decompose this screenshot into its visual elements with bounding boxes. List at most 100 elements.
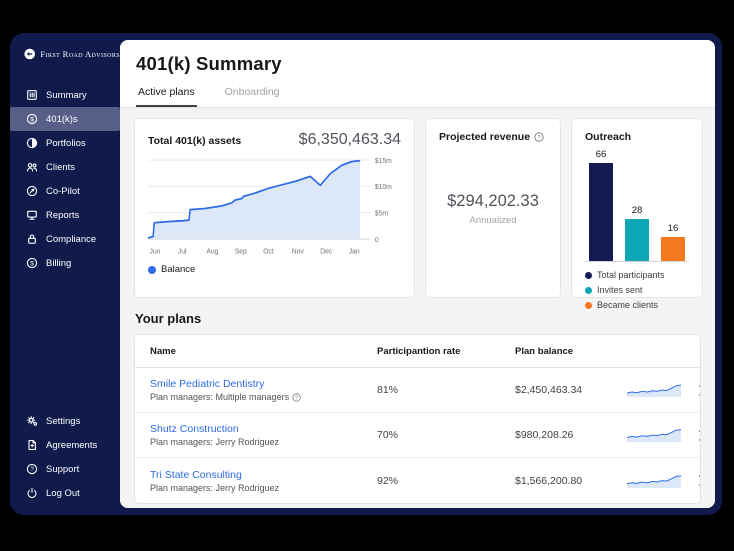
billing-icon: $ bbox=[26, 257, 38, 269]
participation-rate-value: 70% bbox=[377, 429, 399, 441]
sidebar-item-label: Billing bbox=[46, 257, 72, 269]
sidebar-item-log-out[interactable]: Log Out bbox=[10, 481, 120, 505]
sidebar-nav: Summary $401(k)s Portfolios Clients Co-Pilot… bbox=[10, 83, 120, 275]
column-header-plan-balance: Plan balance bbox=[515, 345, 574, 357]
svg-text:Nov: Nov bbox=[292, 246, 304, 256]
balance-legend-label: Balance bbox=[161, 264, 196, 275]
outreach-legend: Total participants Invites sent Became cli… bbox=[585, 270, 689, 310]
first-road-advisors-logo-icon bbox=[24, 48, 35, 60]
401ks-icon: $ bbox=[26, 113, 38, 125]
svg-text:Oct: Oct bbox=[263, 246, 274, 256]
legend-label: Invites sent bbox=[597, 285, 643, 295]
svg-text:Aug: Aug bbox=[206, 246, 218, 256]
sidebar-item-settings[interactable]: Settings bbox=[10, 409, 120, 433]
sidebar-item-label: Reports bbox=[46, 209, 80, 221]
legend-dot bbox=[585, 286, 592, 294]
plan-balance-value: $2,450,463.34 bbox=[515, 384, 583, 396]
svg-text:?: ? bbox=[295, 395, 298, 401]
outreach-bar-became-clients: 16 bbox=[661, 223, 685, 261]
portfolios-icon bbox=[26, 137, 38, 149]
sidebar-item-support[interactable]: ? Support bbox=[10, 457, 120, 481]
svg-text:0: 0 bbox=[375, 234, 379, 244]
your-plans-heading: Your plans bbox=[135, 311, 202, 326]
plan-balance-sparkline bbox=[627, 384, 681, 397]
plan-name-link[interactable]: Tri State Consulting bbox=[150, 468, 242, 481]
app-window: First Road Advisors Summary $401(k)s Portf… bbox=[10, 33, 722, 515]
tab-onboarding[interactable]: Onboarding bbox=[224, 86, 280, 98]
participation-rate-value: 81% bbox=[377, 384, 399, 396]
logout-icon bbox=[27, 488, 37, 499]
svg-text:Jul: Jul bbox=[178, 246, 187, 256]
projected-revenue-subtitle: Annualized bbox=[469, 215, 517, 226]
sidebar-item-agreements[interactable]: Agreements bbox=[10, 433, 120, 457]
projected-revenue-title: Projected revenue bbox=[439, 131, 531, 143]
bar-value-label: 28 bbox=[631, 205, 643, 216]
sidebar-item-label: Log Out bbox=[46, 487, 80, 499]
svg-text:Dec: Dec bbox=[320, 246, 332, 256]
plan-managers-text: Plan managers: Jerry Rodriguez bbox=[150, 482, 280, 493]
main-panel: 401(k) Summary Active plans Onboarding To… bbox=[120, 40, 715, 508]
sidebar-item-label: Clients bbox=[46, 161, 76, 173]
summary-cards-row: Total 401(k) assets $6,350,463.34 $15m $1… bbox=[134, 118, 703, 310]
plan-balance-value: $1,566,200.80 bbox=[515, 474, 583, 487]
total-assets-value: $6,350,463.34 bbox=[298, 131, 401, 148]
svg-text:?: ? bbox=[537, 135, 541, 141]
sidebar-footer-nav: Settings Agreements? Support Log Out bbox=[10, 409, 120, 505]
plans-table-header: Name Participantion rate Plan balance bbox=[135, 335, 700, 368]
legend-label: Became clients bbox=[597, 300, 659, 310]
outreach-card: Outreach 66 28 16 Total participants Invite… bbox=[571, 118, 703, 310]
copilot-icon bbox=[26, 185, 38, 197]
summary-icon bbox=[27, 90, 37, 100]
support-icon: ? bbox=[26, 463, 38, 475]
total-assets-title: Total 401(k) assets bbox=[148, 135, 242, 147]
plan-row-tri-state-consulting[interactable]: Tri State Consulting Plan managers: Jerr… bbox=[135, 458, 700, 503]
page-header: 401(k) Summary Active plans Onboarding bbox=[120, 40, 715, 108]
total-assets-card: Total 401(k) assets $6,350,463.34 $15m $1… bbox=[134, 118, 415, 298]
plans-table-card: Name Participantion rate Plan balance Sm… bbox=[134, 334, 701, 504]
balance-chart-svg: $15m $10m $5m 0 Jun Jul Aug Sep Oct Nov Dec Jan bbox=[148, 155, 392, 256]
plan-managers-text: Plan managers: Jerry Rodriguez bbox=[150, 437, 280, 447]
sidebar-item-billing[interactable]: $ Billing bbox=[10, 251, 120, 275]
svg-text:$: $ bbox=[30, 116, 34, 123]
sidebar-item-summary[interactable]: Summary bbox=[10, 83, 120, 107]
bar-value-label: 66 bbox=[595, 149, 607, 160]
participation-rate-value: 92% bbox=[377, 474, 399, 487]
legend-label: Total participants bbox=[597, 270, 665, 280]
balance-area-chart: $15m $10m $5m 0 Jun Jul Aug Sep Oct Nov Dec Jan bbox=[148, 153, 401, 259]
chevron-right-icon[interactable] bbox=[699, 384, 701, 396]
plan-row-smile-pediatric-dentistry[interactable]: Smile Pediatric Dentistry Plan managers:… bbox=[135, 368, 700, 413]
question-circle-icon[interactable]: ? bbox=[534, 132, 544, 142]
plan-name-cell: Tri State Consulting Plan managers: Jerr… bbox=[150, 469, 377, 493]
bar-rect bbox=[661, 237, 685, 261]
column-header-name: Name bbox=[150, 345, 176, 357]
projected-revenue-value: $294,202.33 bbox=[447, 192, 539, 210]
chevron-right-icon[interactable] bbox=[699, 475, 701, 486]
column-header-participation-rate: Participantion rate bbox=[377, 345, 461, 357]
svg-text:Jun: Jun bbox=[149, 246, 160, 256]
sidebar-item-label: Support bbox=[46, 463, 80, 475]
question-circle-icon[interactable]: ? bbox=[292, 392, 301, 402]
tab-bar: Active plans Onboarding bbox=[136, 86, 699, 107]
plan-balance-value: $980,208.26 bbox=[515, 429, 574, 441]
outreach-legend-item-invites-sent: Invites sent bbox=[585, 285, 689, 295]
tab-active-plans[interactable]: Active plans bbox=[136, 86, 197, 107]
sidebar-item-401-k-s[interactable]: $401(k)s bbox=[10, 107, 120, 131]
sidebar-item-co-pilot[interactable]: Co-Pilot bbox=[10, 179, 120, 203]
plan-name-link[interactable]: Smile Pediatric Dentistry bbox=[150, 378, 265, 390]
plan-row-shutz-construction[interactable]: Shutz Construction Plan managers: Jerry … bbox=[135, 413, 700, 458]
projected-revenue-card: Projected revenue ? $294,202.33 Annualiz… bbox=[425, 118, 561, 298]
plan-name-link[interactable]: Shutz Construction bbox=[150, 423, 239, 435]
svg-text:$15m: $15m bbox=[375, 155, 392, 165]
sidebar-item-reports[interactable]: Reports bbox=[10, 203, 120, 227]
legend-dot bbox=[585, 301, 592, 309]
outreach-bar-invites-sent: 28 bbox=[625, 205, 649, 261]
sidebar-item-compliance[interactable]: Compliance bbox=[10, 227, 120, 251]
bar-rect bbox=[589, 163, 613, 261]
bar-rect bbox=[625, 219, 649, 261]
reports-icon bbox=[27, 210, 37, 220]
svg-text:Jan: Jan bbox=[349, 246, 360, 256]
sidebar-item-label: Compliance bbox=[46, 233, 97, 245]
chevron-right-icon[interactable] bbox=[699, 429, 701, 441]
sidebar-item-portfolios[interactable]: Portfolios bbox=[10, 131, 120, 155]
sidebar-item-clients[interactable]: Clients bbox=[10, 155, 120, 179]
